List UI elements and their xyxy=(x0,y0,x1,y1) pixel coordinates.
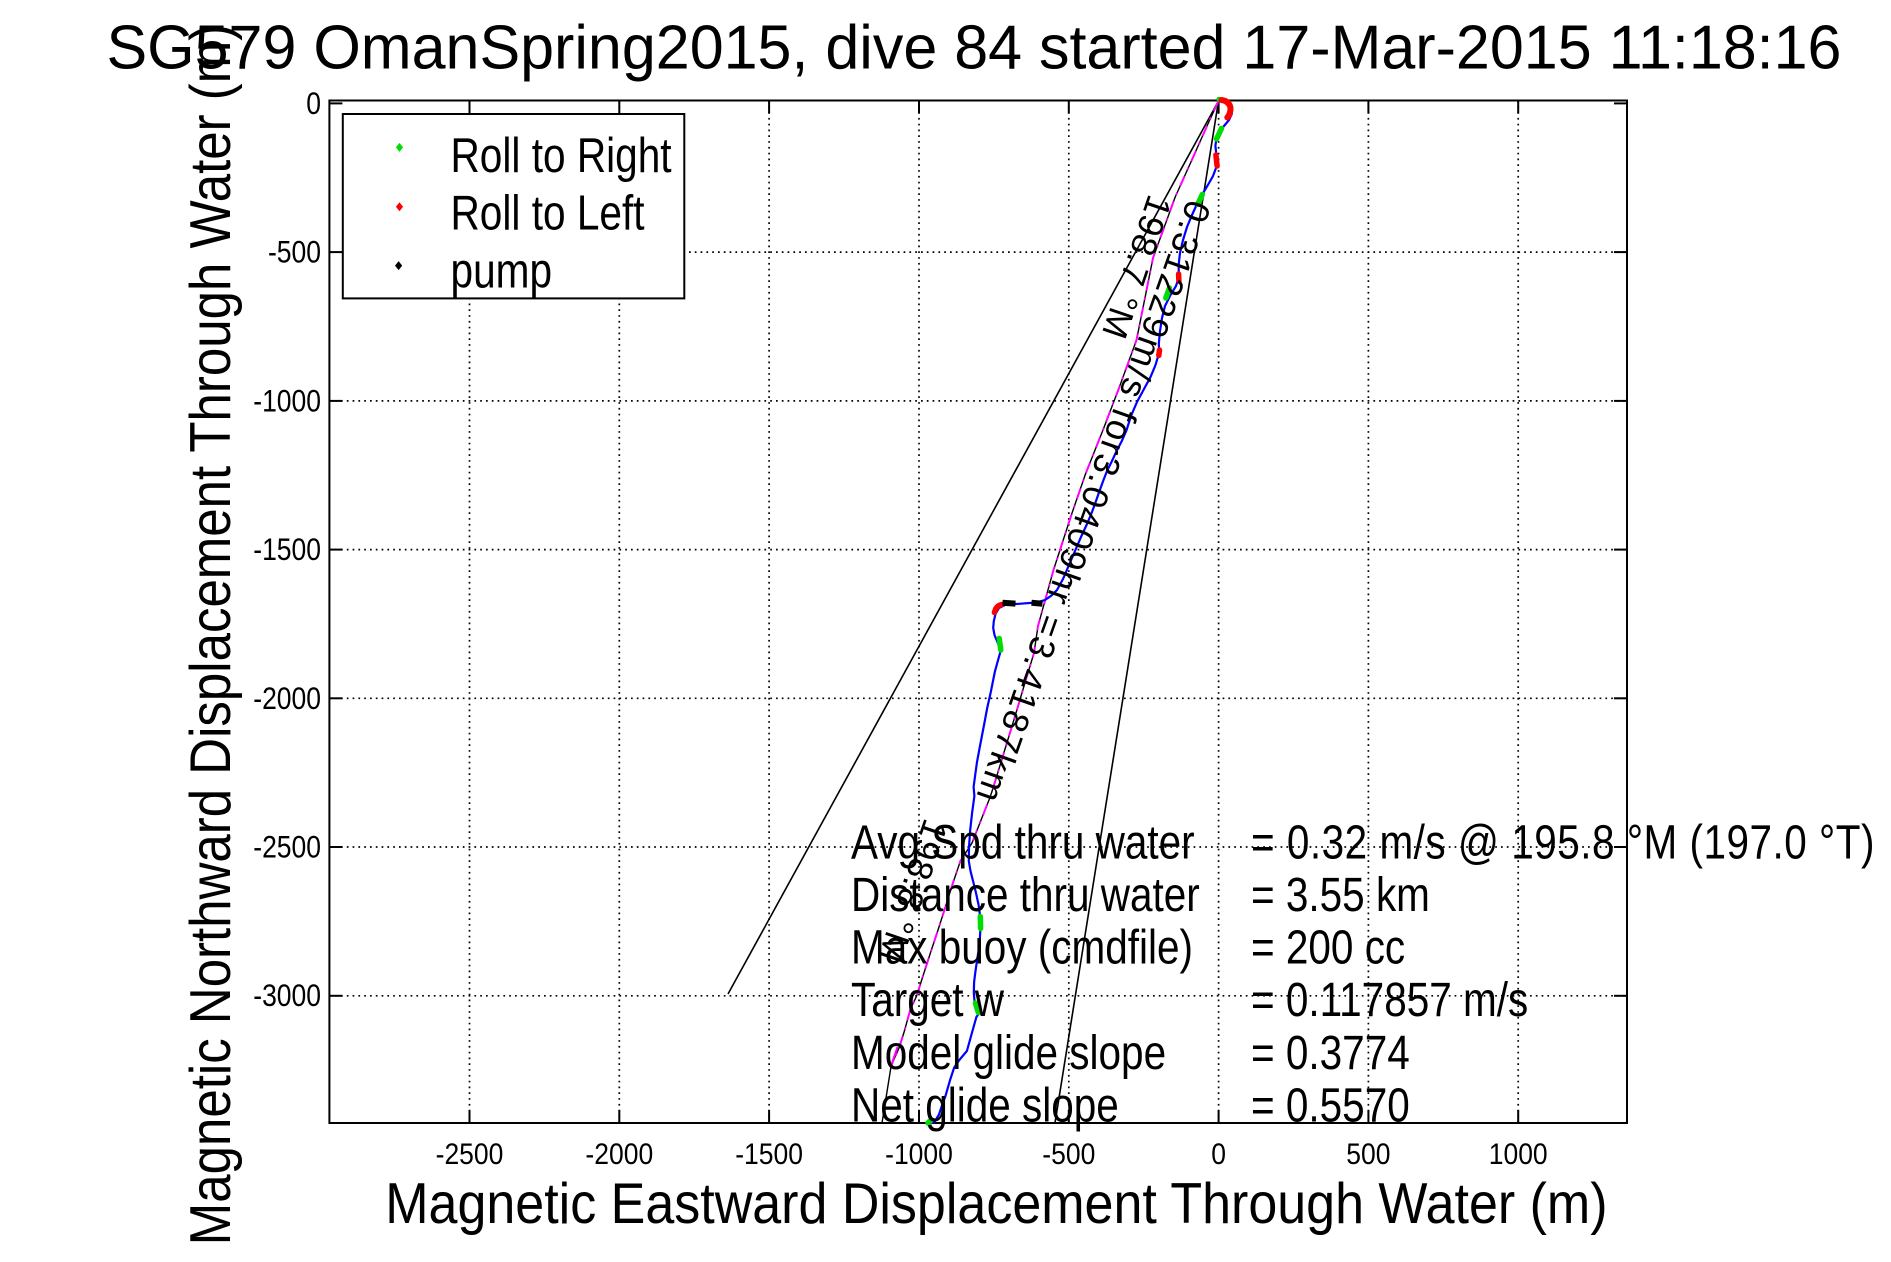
svg-text:Roll to Right: Roll to Right xyxy=(451,128,673,183)
svg-text:-2500: -2500 xyxy=(253,831,321,865)
svg-text:-500: -500 xyxy=(1042,1136,1095,1170)
svg-text:Roll to Left: Roll to Left xyxy=(451,185,646,240)
svg-text:-2000: -2000 xyxy=(253,682,321,716)
svg-text:-1500: -1500 xyxy=(253,533,321,567)
svg-text:Max buoy (cmdfile): Max buoy (cmdfile) xyxy=(851,921,1193,974)
svg-text:1000: 1000 xyxy=(1489,1136,1548,1170)
svg-text:Magnetic Eastward Displacement: Magnetic Eastward Displacement Through W… xyxy=(385,1172,1607,1236)
svg-text:SG579 OmanSpring2015, dive 84: SG579 OmanSpring2015, dive 84 started 17… xyxy=(107,13,1842,83)
svg-text:= 0.3774: = 0.3774 xyxy=(1251,1027,1410,1080)
svg-text:0: 0 xyxy=(306,87,321,121)
svg-text:-500: -500 xyxy=(268,236,321,270)
svg-text:0: 0 xyxy=(1211,1136,1226,1170)
svg-text:-1000: -1000 xyxy=(885,1136,953,1170)
svg-text:pump: pump xyxy=(451,243,553,298)
svg-text:500: 500 xyxy=(1346,1136,1390,1170)
svg-text:-2000: -2000 xyxy=(585,1136,653,1170)
svg-text:Distance thru water: Distance thru water xyxy=(851,869,1200,922)
svg-text:Model glide slope: Model glide slope xyxy=(851,1027,1166,1080)
svg-text:= 0.32 m/s @ 195.8 °M (197.0: = 0.32 m/s @ 195.8 °M (197.0 °T) xyxy=(1251,816,1875,869)
svg-text:-3000: -3000 xyxy=(253,979,321,1013)
svg-text:-1500: -1500 xyxy=(735,1136,803,1170)
svg-text:-2500: -2500 xyxy=(436,1136,504,1170)
svg-text:= 0.5570: = 0.5570 xyxy=(1251,1079,1410,1132)
svg-text:Net glide slope: Net glide slope xyxy=(851,1079,1119,1132)
svg-text:-1000: -1000 xyxy=(253,385,321,419)
svg-text:= 200 cc: = 200 cc xyxy=(1251,921,1405,974)
svg-text:Magnetic Northward Displacemen: Magnetic Northward Displacement Through … xyxy=(178,24,243,1245)
svg-text:Avg Spd thru water: Avg Spd thru water xyxy=(851,816,1195,869)
svg-text:= 3.55 km: = 3.55 km xyxy=(1251,869,1430,922)
svg-text:Target w: Target w xyxy=(851,974,1005,1027)
svg-text:= 0.117857 m/s: = 0.117857 m/s xyxy=(1251,974,1528,1027)
